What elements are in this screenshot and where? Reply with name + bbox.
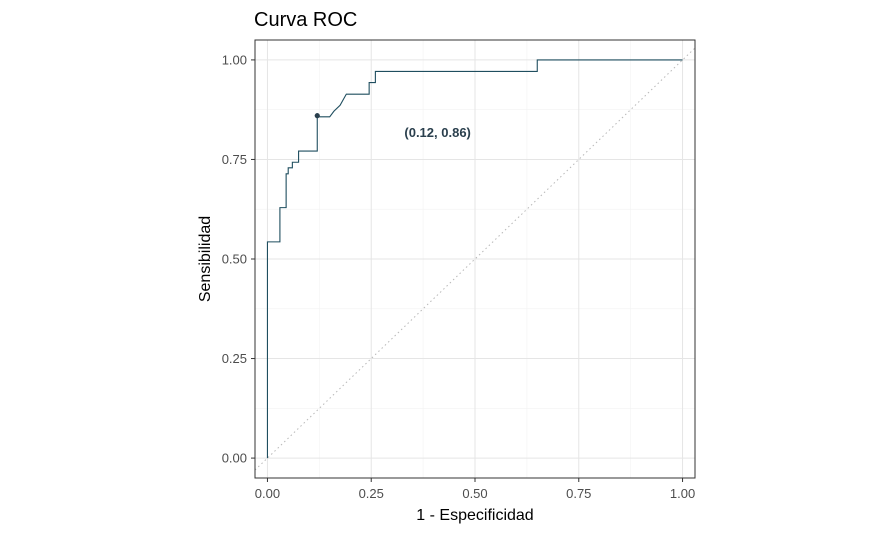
- x-tick-label: 0.00: [255, 486, 280, 501]
- grid-layer: [255, 40, 695, 478]
- x-tick-label: 0.50: [462, 486, 487, 501]
- y-tick-label: 1.00: [222, 52, 247, 67]
- optimal-cutoff-point: [314, 113, 320, 119]
- y-tick-label: 0.75: [222, 152, 247, 167]
- ticks-layer: 0.00 0.25 0.50 0.75 1.00 0.00 0.25 0.50 0.75 1.00: [222, 52, 696, 501]
- x-tick-label: 0.75: [566, 486, 591, 501]
- y-tick-label: 0.00: [222, 451, 247, 466]
- y-axis-title: Sensibilidad: [197, 216, 214, 302]
- y-tick-label: 0.50: [222, 252, 247, 267]
- roc-curve-line: [266, 59, 683, 459]
- optimal-point-annotation: (0.12, 0.86): [404, 125, 471, 140]
- x-tick-label: 0.25: [359, 486, 384, 501]
- x-axis-title: 1 - Especificidad: [416, 507, 533, 524]
- chart-title: Curva ROC: [254, 9, 357, 31]
- y-tick-label: 0.25: [222, 351, 247, 366]
- x-tick-label: 1.00: [670, 486, 695, 501]
- point-layer: (0.12, 0.86): [314, 113, 471, 140]
- series-layer: [266, 59, 683, 459]
